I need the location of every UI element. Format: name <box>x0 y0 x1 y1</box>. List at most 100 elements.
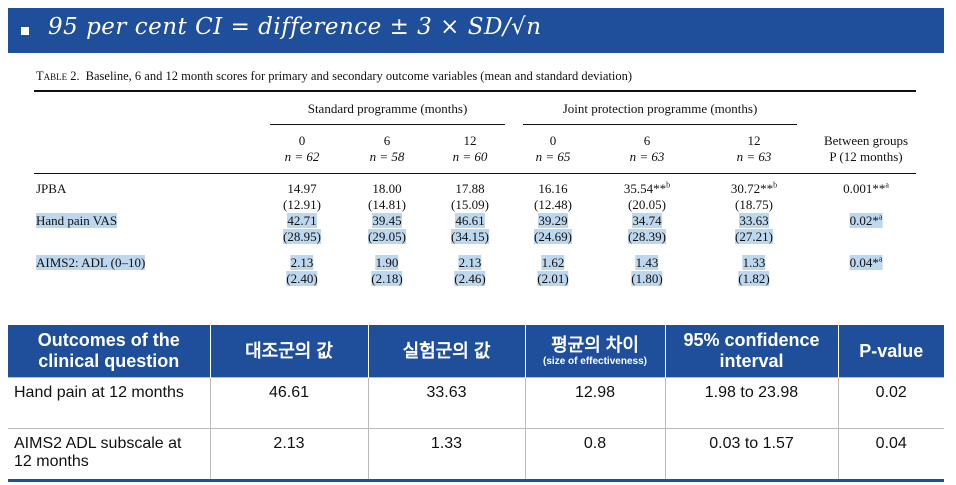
header-rule <box>34 173 916 174</box>
cell: 1.33 (1.82) <box>738 255 770 287</box>
body-cell: 12.98 <box>525 377 666 429</box>
mean: 46.61 <box>455 213 485 228</box>
p-note: a <box>878 212 883 222</box>
table-body: Hand pain at 12 months 46.61 33.63 12.98 1.9… <box>8 377 944 482</box>
body-row: Hand pain at 12 months 46.61 33.63 12.98 1.9… <box>8 377 944 429</box>
cell-mean: 16.16 <box>534 181 572 197</box>
cell-mean: 34.74 <box>628 213 666 229</box>
cell-mean: 2.13 <box>454 255 485 271</box>
cell-sd: (15.09) <box>451 197 489 213</box>
cell-mean: 1.62 <box>537 255 568 271</box>
cell: 1.43 (1.80) <box>631 255 663 287</box>
cell-sd: (28.39) <box>628 229 666 245</box>
cell-mean: 14.97 <box>283 181 321 197</box>
sd: (12.91) <box>283 197 321 212</box>
sd: (18.75) <box>735 197 773 212</box>
cell-sd: (2.18) <box>371 271 403 287</box>
cell-sd: (29.05) <box>368 229 406 245</box>
top-rule <box>34 90 916 92</box>
header-cell: 대조군의 값 <box>210 325 369 378</box>
cell-mean: 30.72**b <box>731 181 777 197</box>
p-note: a <box>878 254 883 264</box>
header-main: 실험군의 값 <box>402 340 491 361</box>
header-cell: 평균의 차이 (size of effectiveness) <box>525 325 666 378</box>
cell: 2.13 (2.46) <box>454 255 486 287</box>
header-cell: 실험군의 값 <box>368 325 526 378</box>
column-month: 6 <box>643 133 651 148</box>
cell: 39.29 (24.69) <box>534 213 572 245</box>
caption-label: Table 2. <box>36 69 80 83</box>
caption-text: Baseline, 6 and 12 month scores for prim… <box>85 69 632 83</box>
cell: 14.97 (12.91) <box>283 181 321 213</box>
sd: (12.48) <box>534 197 572 212</box>
sd: (27.21) <box>735 229 773 244</box>
bullet <box>21 27 29 35</box>
column-month: 12 <box>747 133 761 148</box>
mean: 30.72**b <box>730 180 778 196</box>
mean: 1.90 <box>375 255 399 270</box>
cell: 1.90 (2.18) <box>371 255 403 287</box>
body-cell: 0.04 <box>838 428 944 482</box>
body-cell: Hand pain at 12 months <box>8 377 211 429</box>
cell-sd: (14.81) <box>368 197 406 213</box>
cell: 18.00 (14.81) <box>368 181 406 213</box>
cell: 39.45 (29.05) <box>368 213 406 245</box>
header-row: Outcomes of the clinical question 대조군의 값 실… <box>8 325 944 378</box>
sd: (34.15) <box>451 229 489 244</box>
cell-sd: (2.40) <box>286 271 318 287</box>
row-label-text: JPBA <box>36 181 67 196</box>
p-text: 0.001**a <box>843 180 889 196</box>
sd: (28.39) <box>628 229 666 244</box>
sd: (28.95) <box>283 229 321 244</box>
body-cell: 46.61 <box>210 377 369 429</box>
mean: 2.13 <box>458 255 482 270</box>
summary-table: Outcomes of the clinical question 대조군의 값 실… <box>8 325 944 482</box>
cell: 33.63 (27.21) <box>735 213 773 245</box>
cell-sd: (12.48) <box>534 197 572 213</box>
formula: 95 per cent CI = difference ± 3 × SD/√n <box>48 14 542 40</box>
cell: 35.54**b (20.05) <box>624 181 670 213</box>
header-main: 대조군의 값 <box>245 340 333 361</box>
header-main: Outcomes of the clinical question <box>37 330 180 371</box>
body-cell: AIMS2 ADL subscale at 12 months <box>8 428 211 482</box>
cell-sd: (34.15) <box>451 229 489 245</box>
mean-note: b <box>666 180 671 190</box>
cell-mean: 1.90 <box>371 255 402 271</box>
cell-sd: (1.80) <box>631 271 663 287</box>
header-main: 평균의 차이 <box>551 334 639 355</box>
header-cell: Outcomes of the clinical question <box>8 325 211 378</box>
cell-mean: 42.71 <box>283 213 321 229</box>
sd: (2.18) <box>371 271 403 286</box>
cell-mean: 39.45 <box>368 213 406 229</box>
cell: 34.74 (28.39) <box>628 213 666 245</box>
column-n: n = 58 <box>369 149 405 164</box>
mean: 39.29 <box>538 213 568 228</box>
cell-sd: (20.05) <box>624 197 670 213</box>
body-row: AIMS2 ADL subscale at 12 months 2.13 1.33 0… <box>8 428 944 482</box>
group-header: Joint protection programme (months) <box>562 101 758 116</box>
header-cell: 95% confidence interval <box>665 325 839 378</box>
cell-mean: 39.29 <box>534 213 572 229</box>
column-n: n = 62 <box>284 149 320 164</box>
mean: 33.63 <box>739 213 769 228</box>
sd: (15.09) <box>451 197 489 212</box>
cell: 30.72**b (18.75) <box>731 181 777 213</box>
cell-sd: (12.91) <box>283 197 321 213</box>
between-header: P (12 months) <box>829 149 903 164</box>
mean: 42.71 <box>287 213 317 228</box>
sd: (2.01) <box>537 271 569 286</box>
sd: (29.05) <box>368 229 406 244</box>
body-cell: 1.98 to 23.98 <box>665 377 839 429</box>
body-cell: 0.02 <box>838 377 944 429</box>
row-label: Hand pain VAS <box>36 213 118 229</box>
cell-mean: 17.88 <box>451 181 489 197</box>
row-label-text: AIMS2: ADL (0–10) <box>36 255 146 270</box>
cell-mean: 2.13 <box>286 255 317 271</box>
p-text: 0.02*a <box>849 212 883 228</box>
caption: Table 2. Baseline, 6 and 12 month scores … <box>36 68 632 84</box>
header-sub: (size of effectiveness) <box>543 355 647 367</box>
p-value: 0.001**a <box>843 181 889 197</box>
sd: (2.46) <box>454 271 486 286</box>
mean: 14.97 <box>287 181 317 196</box>
